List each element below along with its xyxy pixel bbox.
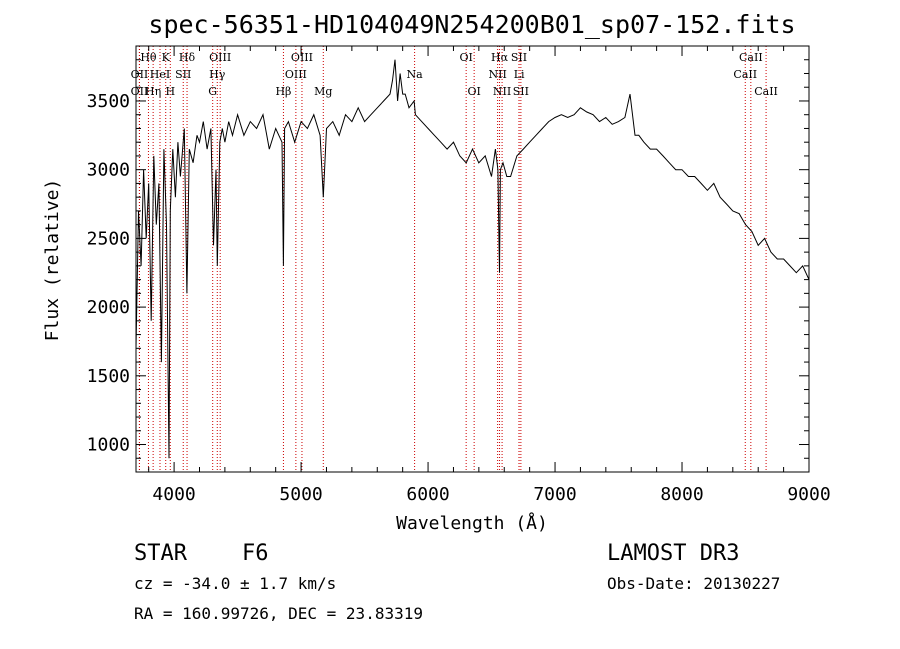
y-tick-label: 3500	[87, 91, 130, 112]
emission-line-label: K	[162, 51, 171, 64]
emission-line-label: OI	[467, 85, 480, 98]
emission-line-label: OIII	[291, 51, 313, 64]
emission-line-label: SII	[511, 51, 527, 64]
emission-lines	[138, 46, 767, 472]
emission-line-label: OII	[131, 85, 149, 98]
emission-line-label: H	[165, 85, 175, 98]
emission-line-label: CaII	[739, 51, 763, 64]
emission-line-label: Hδ	[179, 51, 196, 64]
emission-line-label: Li	[514, 68, 525, 81]
emission-line-labels: OIIOIIHθHηHeIKHSIIHδGHγOIIIHβOIIIOIIIMgN…	[131, 51, 778, 98]
emission-line-label: OIII	[285, 68, 307, 81]
coordinates: RA = 160.99726, DEC = 23.83319	[134, 604, 423, 623]
object-class: STAR	[134, 541, 188, 566]
y-tick-label: 1500	[87, 366, 130, 387]
y-tick-label: 2500	[87, 228, 130, 249]
x-tick-label: 5000	[279, 484, 322, 505]
emission-line-label: SII	[175, 68, 191, 81]
emission-line-label: Hη	[145, 85, 161, 98]
x-tick-label: 7000	[533, 484, 576, 505]
x-tick-label: 6000	[406, 484, 449, 505]
object-subclass: F6	[242, 541, 269, 566]
x-tick-label: 4000	[152, 484, 195, 505]
spectrum-series-line	[135, 59, 810, 459]
redshift-readout: cz = -34.0 ± 1.7 km/s	[134, 574, 336, 593]
y-tick-label: 2000	[87, 297, 130, 318]
emission-line-label: SII	[513, 85, 529, 98]
plot-frame	[135, 45, 810, 473]
emission-line-label: OII	[131, 68, 149, 81]
x-axis-label: Wavelength (Å)	[396, 512, 548, 534]
emission-line-label: HeI	[150, 68, 170, 81]
emission-line-label: G	[208, 85, 217, 98]
chart-title: spec-56351-HD104049N254200B01_sp07-152.f…	[148, 10, 795, 39]
obs-date: Obs-Date: 20130227	[607, 574, 780, 593]
emission-line-label: Hθ	[140, 51, 157, 64]
x-tick-label: 9000	[787, 484, 830, 505]
emission-line-label: Hα	[491, 51, 509, 64]
emission-line-label: CaII	[754, 85, 778, 98]
emission-line-label: Mg	[314, 85, 332, 98]
emission-line-label: NII	[488, 68, 506, 81]
emission-line-label: OIII	[209, 51, 231, 64]
x-tick-label: 8000	[660, 484, 703, 505]
y-tick-label: 3000	[87, 160, 130, 181]
emission-line-label: Hγ	[209, 68, 226, 81]
emission-line-label: CaII	[733, 68, 757, 81]
emission-line-label: Na	[407, 68, 424, 81]
axis-ticks: 4000 5000 6000 7000 8000 9000 1000 1500 2000 2500…	[87, 46, 831, 505]
y-axis-label: Flux (relative)	[42, 179, 63, 342]
y-tick-label: 1000	[87, 435, 130, 456]
survey-name: LAMOST DR3	[607, 541, 739, 566]
emission-line-label: NII	[493, 85, 511, 98]
emission-line-label: OI	[459, 51, 472, 64]
emission-line-label: Hβ	[275, 85, 291, 98]
